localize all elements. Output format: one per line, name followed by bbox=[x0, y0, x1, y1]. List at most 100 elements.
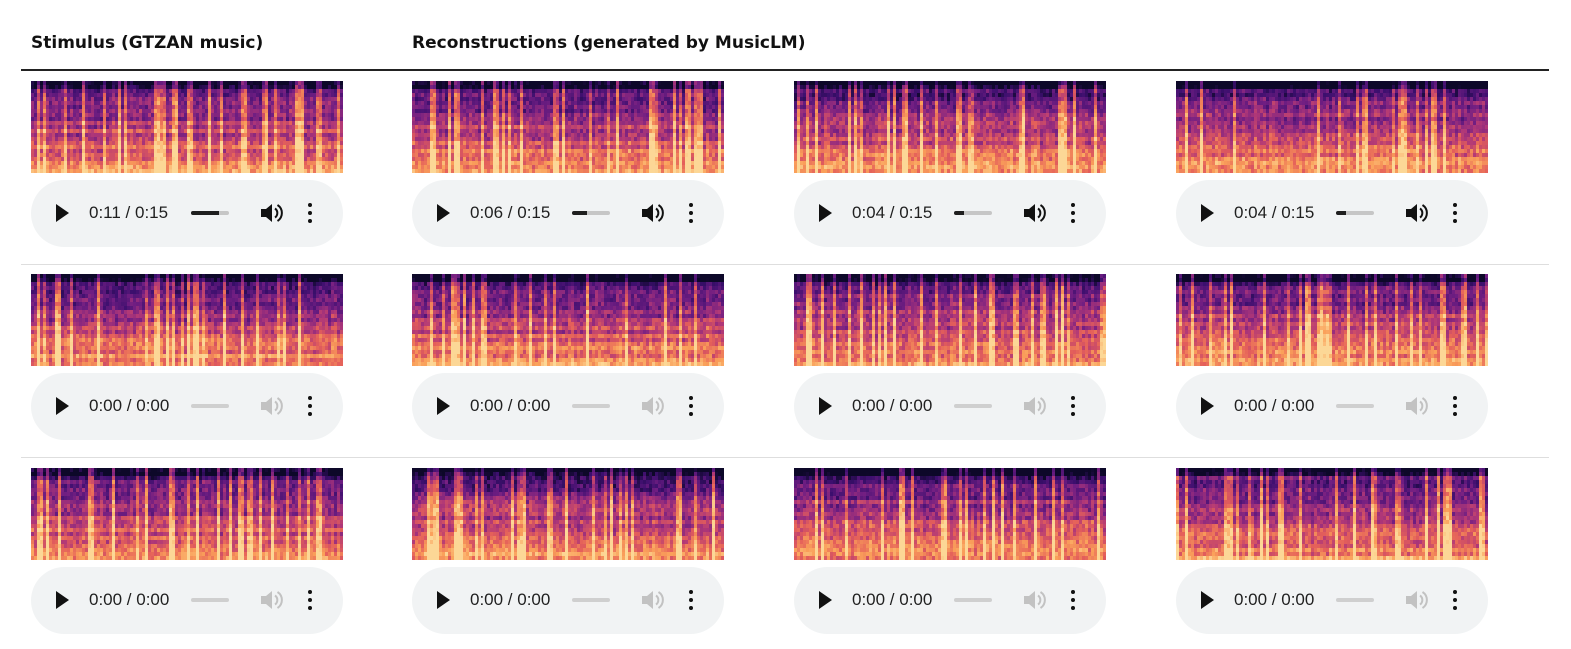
stimulus-column-header: Stimulus (GTZAN music) bbox=[31, 33, 263, 53]
reconstruction-cell: 0:00 / 0:00 bbox=[794, 468, 1106, 634]
reconstruction-cell: 0:04 / 0:15 bbox=[1176, 81, 1488, 247]
volume-icon[interactable] bbox=[259, 589, 283, 611]
volume-icon[interactable] bbox=[1022, 202, 1046, 224]
progress-slider[interactable] bbox=[191, 404, 229, 408]
row-divider bbox=[21, 457, 1549, 458]
audio-player: 0:11 / 0:15 bbox=[31, 180, 343, 247]
audio-player: 0:06 / 0:15 bbox=[412, 180, 724, 247]
play-icon[interactable] bbox=[56, 591, 69, 609]
spectrogram-image bbox=[794, 81, 1106, 173]
volume-icon[interactable] bbox=[259, 395, 283, 417]
volume-icon[interactable] bbox=[1404, 202, 1428, 224]
time-display: 0:06 / 0:15 bbox=[470, 203, 550, 223]
volume-icon[interactable] bbox=[1022, 395, 1046, 417]
more-options-icon[interactable] bbox=[682, 588, 700, 612]
spectrogram-image bbox=[412, 468, 724, 560]
progress-slider[interactable] bbox=[954, 211, 992, 215]
progress-slider[interactable] bbox=[572, 404, 610, 408]
play-icon[interactable] bbox=[1201, 204, 1214, 222]
play-icon[interactable] bbox=[56, 397, 69, 415]
reconstructions-column-header: Reconstructions (generated by MusicLM) bbox=[412, 33, 806, 53]
play-icon[interactable] bbox=[819, 397, 832, 415]
spectrogram-image bbox=[412, 274, 724, 366]
audio-player: 0:00 / 0:00 bbox=[794, 373, 1106, 440]
audio-player: 0:00 / 0:00 bbox=[1176, 567, 1488, 634]
more-options-icon[interactable] bbox=[1446, 588, 1464, 612]
progress-slider[interactable] bbox=[191, 598, 229, 602]
audio-player: 0:00 / 0:00 bbox=[412, 373, 724, 440]
volume-icon[interactable] bbox=[1404, 395, 1428, 417]
progress-fill bbox=[954, 211, 965, 215]
spectrogram-image bbox=[1176, 81, 1488, 173]
play-icon[interactable] bbox=[56, 204, 69, 222]
time-display: 0:00 / 0:00 bbox=[470, 396, 550, 416]
reconstruction-cell: 0:06 / 0:15 bbox=[412, 81, 724, 247]
progress-slider[interactable] bbox=[1336, 404, 1374, 408]
progress-slider[interactable] bbox=[191, 211, 229, 215]
time-display: 0:11 / 0:15 bbox=[89, 203, 168, 223]
spectrogram-image bbox=[1176, 468, 1488, 560]
play-icon[interactable] bbox=[819, 204, 832, 222]
more-options-icon[interactable] bbox=[682, 394, 700, 418]
time-display: 0:00 / 0:00 bbox=[470, 590, 550, 610]
spectrogram-image bbox=[794, 468, 1106, 560]
more-options-icon[interactable] bbox=[1064, 588, 1082, 612]
progress-slider[interactable] bbox=[1336, 598, 1374, 602]
stimulus-cell: 0:00 / 0:00 bbox=[31, 274, 343, 440]
audio-player: 0:04 / 0:15 bbox=[794, 180, 1106, 247]
more-options-icon[interactable] bbox=[1446, 394, 1464, 418]
progress-slider[interactable] bbox=[572, 598, 610, 602]
reconstruction-cell: 0:00 / 0:00 bbox=[412, 468, 724, 634]
spectrogram-image bbox=[31, 274, 343, 366]
progress-fill bbox=[572, 211, 588, 215]
volume-icon[interactable] bbox=[259, 202, 283, 224]
progress-fill bbox=[1336, 211, 1347, 215]
volume-icon[interactable] bbox=[640, 202, 664, 224]
more-options-icon[interactable] bbox=[1064, 201, 1082, 225]
play-icon[interactable] bbox=[1201, 591, 1214, 609]
play-icon[interactable] bbox=[1201, 397, 1214, 415]
time-display: 0:00 / 0:00 bbox=[1234, 590, 1314, 610]
stimulus-cell: 0:11 / 0:15 bbox=[31, 81, 343, 247]
reconstruction-cell: 0:00 / 0:00 bbox=[412, 274, 724, 440]
time-display: 0:00 / 0:00 bbox=[89, 590, 169, 610]
progress-slider[interactable] bbox=[572, 211, 610, 215]
reconstruction-cell: 0:00 / 0:00 bbox=[794, 274, 1106, 440]
volume-icon[interactable] bbox=[1404, 589, 1428, 611]
time-display: 0:00 / 0:00 bbox=[852, 590, 932, 610]
more-options-icon[interactable] bbox=[682, 201, 700, 225]
play-icon[interactable] bbox=[437, 591, 450, 609]
stimulus-cell: 0:00 / 0:00 bbox=[31, 468, 343, 634]
time-display: 0:00 / 0:00 bbox=[852, 396, 932, 416]
volume-icon[interactable] bbox=[640, 589, 664, 611]
volume-icon[interactable] bbox=[1022, 589, 1046, 611]
play-icon[interactable] bbox=[819, 591, 832, 609]
header-divider bbox=[21, 69, 1549, 71]
reconstruction-cell: 0:04 / 0:15 bbox=[794, 81, 1106, 247]
reconstruction-cell: 0:00 / 0:00 bbox=[1176, 274, 1488, 440]
audio-player: 0:00 / 0:00 bbox=[1176, 373, 1488, 440]
spectrogram-image bbox=[1176, 274, 1488, 366]
play-icon[interactable] bbox=[437, 397, 450, 415]
more-options-icon[interactable] bbox=[301, 588, 319, 612]
spectrogram-image bbox=[31, 468, 343, 560]
spectrogram-image bbox=[794, 274, 1106, 366]
reconstruction-cell: 0:00 / 0:00 bbox=[1176, 468, 1488, 634]
row-divider bbox=[21, 264, 1549, 265]
play-icon[interactable] bbox=[437, 204, 450, 222]
more-options-icon[interactable] bbox=[1446, 201, 1464, 225]
progress-slider[interactable] bbox=[954, 404, 992, 408]
more-options-icon[interactable] bbox=[301, 394, 319, 418]
audio-player: 0:00 / 0:00 bbox=[412, 567, 724, 634]
more-options-icon[interactable] bbox=[301, 201, 319, 225]
audio-player: 0:04 / 0:15 bbox=[1176, 180, 1488, 247]
spectrogram-image bbox=[31, 81, 343, 173]
audio-player: 0:00 / 0:00 bbox=[31, 373, 343, 440]
progress-slider[interactable] bbox=[1336, 211, 1374, 215]
time-display: 0:00 / 0:00 bbox=[89, 396, 169, 416]
audio-player: 0:00 / 0:00 bbox=[794, 567, 1106, 634]
time-display: 0:04 / 0:15 bbox=[1234, 203, 1314, 223]
volume-icon[interactable] bbox=[640, 395, 664, 417]
more-options-icon[interactable] bbox=[1064, 394, 1082, 418]
progress-slider[interactable] bbox=[954, 598, 992, 602]
